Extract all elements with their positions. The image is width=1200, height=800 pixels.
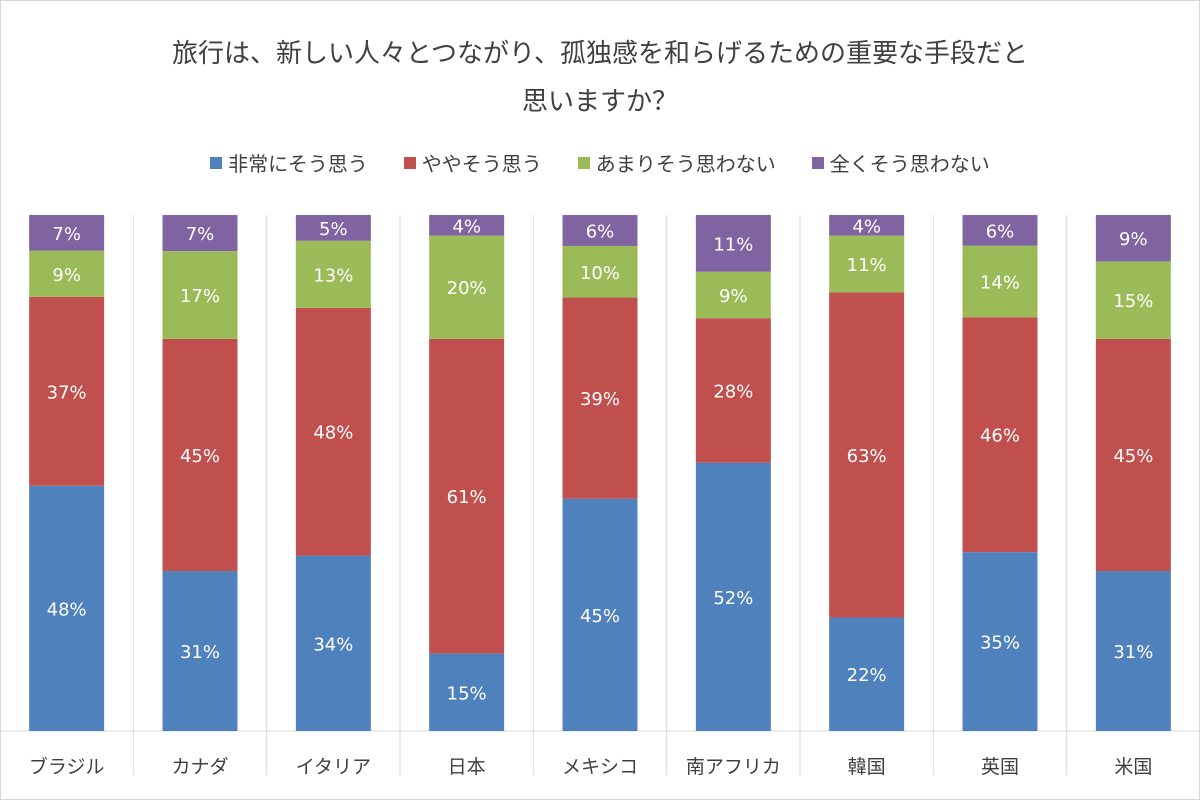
data-label: 10% [580,263,620,284]
legend-item-somewhat-agree: ややそう思う [403,148,542,177]
legend-item-somewhat-disagree: あまりそう思わない [577,148,776,177]
data-label: 37% [47,382,87,403]
data-label: 9% [52,265,81,286]
legend-item-strongly-disagree: 全くそう思わない [811,148,990,177]
bar-segment [962,245,1038,318]
bar-segment [695,318,771,463]
bar-segment [829,215,905,236]
data-label: 5% [319,219,348,240]
legend-swatch-somewhat-agree [403,156,416,169]
bar-segment [962,552,1038,731]
bar-segment [829,617,905,731]
data-label: 48% [47,599,87,620]
data-label: 9% [1119,229,1148,250]
data-label: 11% [847,255,887,276]
data-label: 39% [580,389,620,410]
category-label: 韓国 [848,756,886,778]
bar-segment [695,462,771,731]
legend-swatch-strongly-disagree [811,156,824,169]
data-label: 28% [713,381,753,402]
bar-segment [162,338,238,572]
bar-segment [429,235,505,339]
bar-segment [162,215,238,252]
bar-segment [29,215,105,251]
category-label: 英国 [981,756,1019,778]
category-label: カナダ [171,756,228,778]
data-label: 6% [986,221,1015,242]
data-label: 22% [847,665,887,686]
data-label: 31% [180,642,220,663]
data-label: 15% [1113,291,1153,312]
bar-segment [562,297,638,499]
legend-label-strongly-agree: 非常にそう思う [228,152,368,176]
bar-segment [29,296,105,486]
bar-segment [562,498,638,731]
bar-segment [1095,338,1171,572]
data-label: 7% [186,224,215,245]
legend-label-strongly-disagree: 全くそう思わない [829,152,990,176]
data-label: 52% [713,588,753,609]
chart-title-line-2: 思いますか？ [521,87,678,117]
chart-legend: 非常にそう思う ややそう思う あまりそう思わない 全くそう思わない [0,148,1200,177]
data-label: 45% [180,446,220,467]
data-label: 34% [313,634,353,655]
data-label: 61% [447,487,487,508]
bar-segment [295,307,371,556]
data-label: 11% [713,234,753,255]
data-label: 20% [447,278,487,299]
chart-title-line-1: 旅行は、新しい人々とつながり、孤独感を和らげるための重要な手段だと [172,39,1028,69]
data-label: 14% [980,272,1020,293]
data-label: 17% [180,286,220,307]
data-label: 63% [847,446,887,467]
bar-segment [429,653,505,731]
data-label: 35% [980,633,1020,654]
data-label: 15% [447,683,487,704]
bar-segment [695,271,771,319]
bar-segment [829,235,905,293]
legend-item-strongly-agree: 非常にそう思う [210,148,368,177]
legend-swatch-strongly-agree [210,156,223,169]
data-label: 13% [313,265,353,286]
legend-swatch-somewhat-disagree [577,156,590,169]
bar-segment [562,215,638,246]
category-label: イタリア [296,756,371,778]
category-label: メキシコ [562,756,638,778]
data-label: 4% [452,216,481,237]
category-label: 南アフリカ [686,756,781,778]
bar-segment [829,292,905,618]
bar-segment [695,215,771,272]
category-label: 日本 [448,756,486,778]
bar-segment [429,338,505,654]
bar-segment [562,245,638,298]
data-label: 45% [580,606,620,627]
bar-segment [29,250,105,297]
data-label: 46% [980,426,1020,447]
data-label: 31% [1113,642,1153,663]
data-label: 9% [719,286,748,307]
bar-segment [962,317,1038,553]
bar-segment [162,251,238,339]
legend-label-somewhat-agree: ややそう思う [421,152,542,176]
category-label: 米国 [1114,756,1152,778]
bar-segment [962,215,1038,246]
bar-segment [1095,215,1171,262]
bar-segment [295,215,371,241]
data-label: 6% [586,221,615,242]
bar-segment [1095,571,1171,731]
data-label: 7% [52,224,81,245]
bar-segment [162,571,238,731]
legend-label-somewhat-disagree: あまりそう思わない [595,152,776,176]
bar-segment [429,215,505,236]
bar-segment [1095,261,1171,339]
bar-segment [295,240,371,308]
data-label: 48% [313,423,353,444]
category-label: ブラジル [29,755,105,778]
data-label: 45% [1113,446,1153,467]
bar-segment [295,555,371,731]
data-label: 4% [852,216,881,237]
bar-segment [29,485,105,731]
